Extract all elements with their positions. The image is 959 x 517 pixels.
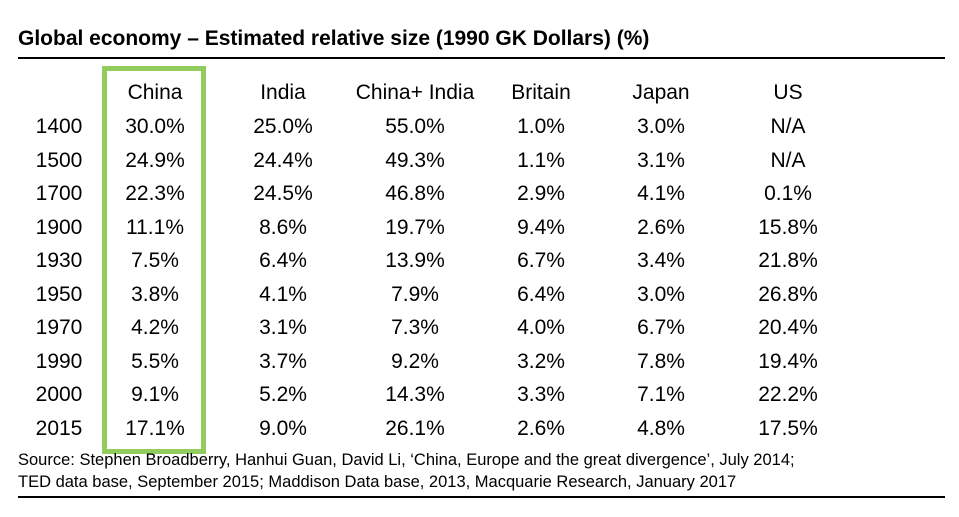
table-cell: 2.9% (517, 182, 565, 205)
row-year-label: 1930 (35, 249, 83, 272)
row-year-label: 1990 (35, 349, 83, 373)
table-cell: 3.4% (637, 249, 685, 272)
table-cell: 19.4% (758, 349, 818, 373)
column-header: China (127, 81, 183, 104)
source-line-2: TED data base, September 2015; Maddison … (18, 473, 737, 491)
table-cell: 9.1% (131, 383, 179, 406)
table-title: Global economy – Estimated relative size… (18, 27, 650, 50)
table-cell: 4.0% (517, 316, 565, 339)
table-cell: 24.4% (253, 148, 313, 172)
table-cell: 15.8% (758, 215, 818, 239)
table-cell: 11.1% (126, 215, 184, 239)
row-year-label: 1400 (35, 115, 83, 138)
table-cell: 6.4% (259, 249, 307, 272)
table-cell: 4.8% (637, 416, 685, 440)
row-year-label: 1900 (35, 215, 83, 239)
table-cell: 9.2% (391, 349, 439, 373)
row-year-label: 1700 (35, 182, 83, 205)
table-cell: 13.9% (385, 249, 445, 272)
table-cell: 0.1% (764, 182, 812, 205)
table-cell: 8.6% (259, 215, 307, 239)
table-cell: 6.7% (637, 316, 685, 339)
table-cell: 20.4% (758, 316, 818, 339)
table-cell: 22.2% (758, 383, 818, 406)
table-cell: 17.1% (125, 416, 185, 440)
table-cell: 7.3% (391, 316, 439, 339)
table-cell: N/A (770, 115, 806, 138)
table-cell: 6.7% (517, 249, 565, 272)
table-cell: 2.6% (637, 215, 685, 239)
row-year-label: 2015 (35, 416, 83, 440)
table-cell: 9.0% (259, 416, 307, 440)
china-column-highlight (102, 66, 206, 454)
table-cell: 7.5% (131, 249, 179, 272)
column-header: Japan (632, 81, 690, 104)
table-cell: 5.2% (259, 383, 307, 406)
column-header: China+ India (355, 81, 475, 104)
table-cell: 26.8% (758, 282, 818, 306)
table-cell: 3.0% (637, 282, 685, 306)
table-cell: 3.2% (517, 349, 565, 373)
row-year-label: 1500 (35, 148, 83, 172)
table-cell: 2.6% (517, 416, 565, 440)
row-year-label: 1970 (35, 316, 83, 339)
table-cell: 7.1% (637, 383, 685, 406)
table-cell: 9.4% (517, 215, 565, 239)
table-cell: 25.0% (253, 115, 313, 138)
table-cell: 6.4% (517, 282, 565, 306)
table-cell: 46.8% (385, 182, 445, 205)
table-cell: 21.8% (758, 249, 818, 272)
table-cell: 7.8% (637, 349, 685, 373)
source-line-1: Source: Stephen Broadberry, Hanhui Guan,… (18, 451, 795, 469)
table-cell: 3.8% (131, 282, 179, 306)
table-cell: 1.1% (517, 148, 565, 172)
column-header: India (260, 81, 306, 104)
row-year-label: 2000 (35, 383, 83, 406)
table-cell: 3.1% (259, 316, 307, 339)
table-cell: 14.3% (385, 383, 445, 406)
table-cell: 4.2% (131, 316, 179, 339)
table-cell: 22.3% (125, 182, 185, 205)
table-cell: 4.1% (259, 282, 307, 306)
table-cell: N/A (770, 148, 806, 172)
top-rule (18, 57, 945, 59)
source-note: Source: Stephen Broadberry, Hanhui Guan,… (18, 449, 795, 493)
table-cell: 1.0% (517, 115, 565, 138)
table-cell: 49.3% (385, 148, 445, 172)
table-cell: 17.5% (758, 416, 818, 440)
table-cell: 3.7% (259, 349, 307, 373)
table-cell: 3.0% (637, 115, 685, 138)
bottom-rule (18, 496, 945, 498)
table-cell: 3.3% (517, 383, 565, 406)
table-cell: 5.5% (131, 349, 179, 373)
table-cell: 4.1% (637, 182, 685, 205)
table-cell: 26.1% (385, 416, 445, 440)
table-cell: 24.9% (125, 148, 185, 172)
table-cell: 24.5% (253, 182, 313, 205)
row-year-label: 1950 (35, 282, 83, 306)
table-cell: 19.7% (385, 215, 445, 239)
table-cell: 3.1% (637, 148, 685, 172)
table-cell: 7.9% (391, 282, 439, 306)
column-header: US (773, 81, 803, 104)
table-cell: 30.0% (125, 115, 185, 138)
column-header: Britain (511, 81, 571, 104)
table-cell: 55.0% (385, 115, 445, 138)
